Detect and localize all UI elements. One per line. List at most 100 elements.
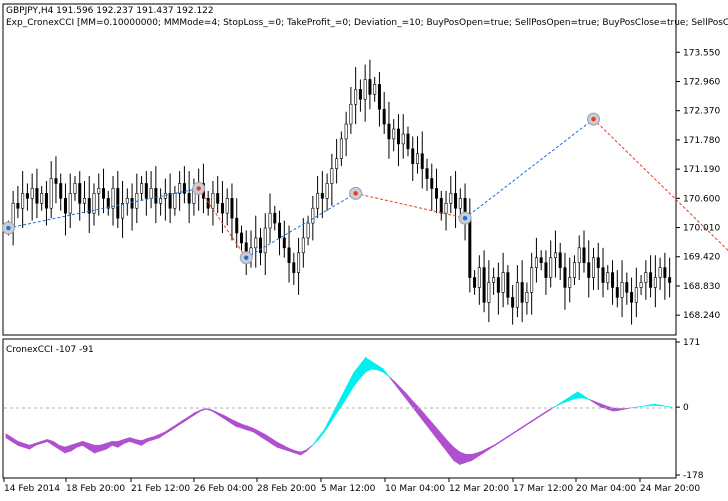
candle-body (206, 198, 210, 209)
cci-band-segment (465, 454, 473, 463)
indicator-label: CronexCCI -107 -91 (6, 345, 94, 355)
candle-body (487, 282, 491, 303)
candle-body (515, 282, 519, 308)
price-tick-label: 170.010 (683, 224, 720, 234)
price-tick-label: 168.240 (683, 311, 720, 321)
cci-band-segment (141, 437, 148, 447)
candle-body (382, 108, 386, 125)
time-axis: 14 Feb 2014 18 Feb 20:00 21 Feb 12:00 26 Fe… (3, 478, 700, 494)
candle-body (577, 247, 581, 263)
cci-band-segment (453, 446, 461, 466)
candle-body (572, 262, 576, 278)
signal-connector (464, 118, 594, 219)
cci-band-segment (530, 417, 537, 424)
cci-band-segment (99, 442, 107, 452)
cci-band-segment (488, 443, 496, 450)
candle-body (420, 153, 424, 169)
candle-body (339, 138, 343, 160)
cci-band-segment (205, 408, 213, 412)
candle-body (97, 188, 101, 194)
price-tick-label: 171.780 (683, 136, 720, 146)
cci-band-segment (270, 437, 278, 448)
signal-dot (6, 225, 11, 231)
cci-band-segment (264, 433, 272, 445)
cci-band-segment (111, 441, 119, 448)
cci-band-segment (382, 367, 390, 377)
cci-band-segment (666, 406, 673, 408)
candle-body (563, 267, 567, 288)
candle-body (587, 262, 591, 278)
cci-band-segment (217, 412, 225, 420)
signal-dot (462, 215, 468, 221)
candle-body (235, 217, 239, 234)
candle-body (553, 252, 557, 259)
candle-body (301, 237, 305, 254)
symbol-header: GBPJPY,H4 191.596 192.237 191.437 192.12… (6, 6, 214, 16)
candle-body (387, 123, 391, 140)
candle-body (458, 198, 462, 209)
candle-body (396, 128, 400, 145)
signal-connector (355, 192, 466, 219)
cci-band-segment (123, 437, 131, 444)
time-tick-label: 18 Feb 20:00 (66, 484, 125, 494)
price-tick-label: 169.420 (683, 253, 720, 263)
cci-band-segment (276, 441, 284, 450)
cci-histogram (5, 356, 673, 466)
cci-band-segment (58, 444, 66, 454)
candle-body (111, 188, 115, 209)
cci-band-segment (147, 436, 154, 443)
candle-body (377, 84, 381, 110)
candle-body (549, 257, 553, 278)
cci-band-segment (223, 414, 231, 424)
cci-band-segment (76, 440, 84, 448)
candle-body (634, 287, 638, 303)
cci-band-segment (194, 409, 201, 416)
cci-band-segment (459, 451, 467, 465)
indicator-pane-frame (2, 338, 677, 479)
cci-band-segment (312, 436, 319, 446)
candle-body (473, 277, 477, 288)
candle-body (149, 188, 153, 199)
cci-band-segment (82, 440, 89, 450)
time-tick-label: 24 Mar 20:00 (640, 484, 700, 494)
candle-body (92, 193, 96, 214)
candle-body (620, 282, 624, 298)
price-tick-label: 168.830 (683, 282, 720, 292)
candle-body (530, 267, 534, 293)
candle-body (278, 222, 282, 239)
candle-body (82, 198, 86, 204)
signal-connector (198, 188, 247, 259)
cci-band-segment (477, 450, 484, 458)
candle-body (63, 198, 67, 214)
cci-band-segment (164, 427, 172, 435)
candle-body (297, 252, 301, 273)
candle-body (454, 193, 458, 209)
cci-band-segment (648, 403, 655, 407)
cci-band-segment (317, 428, 325, 441)
candle-body (44, 193, 48, 209)
candle-body (282, 237, 286, 249)
cci-band-segment (506, 432, 514, 439)
cci-band-segment (88, 442, 95, 454)
candle-body (520, 282, 524, 303)
candle-body (344, 123, 348, 140)
cci-band-segment (182, 415, 190, 424)
cci-band-segment (482, 446, 490, 454)
candle-body (425, 168, 429, 179)
expert-header: Exp_CronexCCI [MM=0.10000000; MMMode=4; … (6, 18, 728, 28)
candles (6, 59, 672, 325)
candle-body (539, 257, 543, 263)
candle-body (477, 267, 481, 288)
candle-body (330, 168, 334, 184)
candle-body (625, 282, 629, 293)
price-tick-label: 170.600 (683, 194, 720, 204)
cci-tick-label: 171 (683, 338, 700, 348)
candle-body (496, 277, 500, 293)
candle-body (354, 89, 358, 105)
candle-body (159, 198, 163, 204)
cci-band-segment (247, 425, 254, 433)
candle-body (639, 282, 643, 288)
candle-body (534, 257, 538, 268)
cci-band-segment (64, 444, 72, 454)
